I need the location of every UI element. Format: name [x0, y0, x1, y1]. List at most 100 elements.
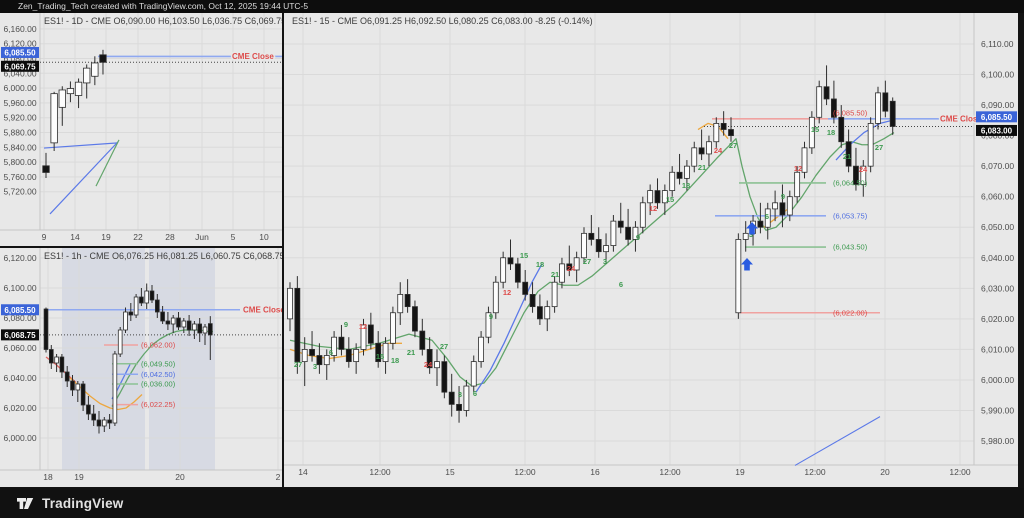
svg-text:CME Close: CME Close [243, 305, 282, 314]
svg-text:(6,022.00): (6,022.00) [833, 308, 868, 317]
chart-panel-hourly[interactable]: (6,062.00) (6,049.50) (6,042.50) (6,036.00)… [0, 248, 282, 487]
svg-text:6,100.00: 6,100.00 [3, 283, 36, 293]
svg-text:27: 27 [729, 141, 737, 150]
svg-text:6,070.00: 6,070.00 [981, 161, 1014, 171]
svg-text:21: 21 [407, 348, 415, 357]
svg-text:(6,036.00): (6,036.00) [141, 380, 176, 389]
svg-text:(6,022.25): (6,022.25) [141, 400, 176, 409]
svg-text:6,000.00: 6,000.00 [3, 83, 36, 93]
svg-text:6,040.00: 6,040.00 [3, 68, 36, 78]
svg-text:12:00: 12:00 [659, 467, 681, 477]
svg-text:15: 15 [666, 195, 674, 204]
svg-text:(6,085.50): (6,085.50) [833, 108, 868, 117]
svg-text:6,120.00: 6,120.00 [3, 39, 36, 49]
svg-text:9: 9 [781, 192, 785, 201]
svg-text:18: 18 [536, 260, 544, 269]
svg-text:CME Close: CME Close [232, 52, 274, 61]
svg-text:12: 12 [649, 204, 657, 213]
svg-text:14: 14 [70, 232, 80, 242]
daily-chart-legend[interactable]: ES1! - 1D - CME O6,090.00 H6,103.50 L6,0… [44, 16, 282, 26]
svg-text:19: 19 [74, 472, 84, 482]
svg-text:14: 14 [298, 467, 308, 477]
svg-text:21: 21 [843, 152, 851, 161]
svg-text:5,980.00: 5,980.00 [981, 436, 1014, 446]
svg-text:5,760.00: 5,760.00 [3, 172, 36, 182]
svg-text:9: 9 [344, 320, 348, 329]
svg-text:6,090.00: 6,090.00 [981, 100, 1014, 110]
svg-text:6,060.00: 6,060.00 [981, 192, 1014, 202]
svg-text:5,990.00: 5,990.00 [981, 405, 1014, 415]
chart-panel-daily[interactable]: CME Close 6,160.00 6,120.00 6,080.00 6,040.0… [0, 13, 282, 246]
svg-text:6,083.00: 6,083.00 [981, 126, 1013, 135]
svg-text:6: 6 [765, 212, 769, 221]
svg-text:6,120.00: 6,120.00 [3, 253, 36, 263]
svg-text:6,085.50: 6,085.50 [4, 306, 36, 315]
svg-text:19: 19 [735, 467, 745, 477]
footer-bar: TradingView [0, 488, 1024, 518]
svg-text:(6,049.50): (6,049.50) [141, 359, 176, 368]
svg-text:6: 6 [329, 348, 333, 357]
svg-text:12: 12 [794, 164, 802, 173]
svg-text:5,920.00: 5,920.00 [3, 113, 36, 123]
svg-text:12:00: 12:00 [949, 467, 971, 477]
svg-text:6,085.50: 6,085.50 [4, 48, 36, 57]
svg-text:(6,043.50): (6,043.50) [833, 243, 868, 252]
svg-text:CME Close: CME Close [940, 114, 982, 123]
svg-text:5,840.00: 5,840.00 [3, 142, 36, 152]
svg-text:15: 15 [376, 352, 384, 361]
svg-text:3: 3 [458, 390, 462, 399]
svg-text:10: 10 [259, 232, 269, 242]
svg-text:22: 22 [133, 232, 143, 242]
tradingview-logo[interactable] [16, 495, 35, 511]
svg-text:15: 15 [445, 467, 455, 477]
svg-text:6,060.00: 6,060.00 [3, 343, 36, 353]
svg-text:6,085.50: 6,085.50 [981, 113, 1013, 122]
svg-text:6,000.00: 6,000.00 [981, 375, 1014, 385]
svg-text:18: 18 [682, 181, 690, 190]
svg-text:12: 12 [359, 322, 367, 331]
brand-text: TradingView [42, 495, 124, 511]
svg-text:5: 5 [231, 232, 236, 242]
svg-text:20: 20 [175, 472, 185, 482]
hourly-chart-canvas[interactable]: (6,062.00) (6,049.50) (6,042.50)(6,036.00)… [0, 248, 282, 487]
svg-text:15: 15 [520, 251, 528, 260]
svg-text:6,080.00: 6,080.00 [3, 54, 36, 64]
svg-text:18: 18 [391, 356, 399, 365]
svg-text:6,040.00: 6,040.00 [3, 373, 36, 383]
svg-text:19: 19 [101, 232, 111, 242]
svg-text:(6,064.50): (6,064.50) [833, 178, 868, 187]
svg-text:6,068.75: 6,068.75 [4, 331, 36, 340]
svg-text:24: 24 [567, 264, 576, 273]
svg-text:21: 21 [551, 270, 559, 279]
svg-text:12: 12 [503, 288, 511, 297]
status-bar-text: Zen_Trading_Tech created with TradingVie… [18, 1, 309, 11]
svg-text:6,050.00: 6,050.00 [981, 222, 1014, 232]
svg-text:6,110.00: 6,110.00 [981, 39, 1014, 49]
svg-text:6,160.00: 6,160.00 [3, 24, 36, 34]
svg-text:27: 27 [875, 143, 883, 152]
svg-text:15: 15 [811, 125, 819, 134]
chart-panel-15min[interactable]: 27 3 6 9 12 15 18 21 24 27 3 6 9 12 15 18 21 24 27 3 6 9 12 15 1… [284, 13, 1018, 487]
svg-text:12:00: 12:00 [369, 467, 391, 477]
svg-text:16: 16 [590, 467, 600, 477]
svg-text:6,020.00: 6,020.00 [981, 314, 1014, 324]
svg-text:6,040.00: 6,040.00 [981, 253, 1014, 263]
svg-text:3: 3 [603, 257, 607, 266]
15min-chart-legend[interactable]: ES1! - 15 - CME O6,091.25 H6,092.50 L6,0… [292, 16, 593, 26]
svg-text:18: 18 [827, 128, 835, 137]
daily-chart-canvas[interactable]: CME Close 6,160.00 6,120.00 6,080.00 6,040.0… [0, 13, 282, 246]
svg-text:20: 20 [880, 467, 890, 477]
svg-text:Jun: Jun [195, 232, 209, 242]
svg-text:27: 27 [440, 342, 448, 351]
svg-text:(6,053.75): (6,053.75) [833, 211, 868, 220]
svg-text:27: 27 [294, 360, 302, 369]
svg-text:6,069.75: 6,069.75 [4, 62, 36, 71]
svg-text:6,080.00: 6,080.00 [3, 313, 36, 323]
hourly-chart-legend[interactable]: ES1! - 1h - CME O6,076.25 H6,081.25 L6,0… [44, 251, 282, 261]
svg-text:27: 27 [583, 257, 591, 266]
15min-chart-canvas[interactable]: 27 3 6 9 12 15 18 21 24 27 3 6 9 12 15 18 21 24 27 3 6 9 12 15 1… [284, 13, 1018, 487]
svg-text:24: 24 [714, 146, 723, 155]
svg-text:3: 3 [313, 362, 317, 371]
svg-text:(6,062.00): (6,062.00) [141, 341, 176, 350]
svg-text:6,100.00: 6,100.00 [981, 70, 1014, 80]
